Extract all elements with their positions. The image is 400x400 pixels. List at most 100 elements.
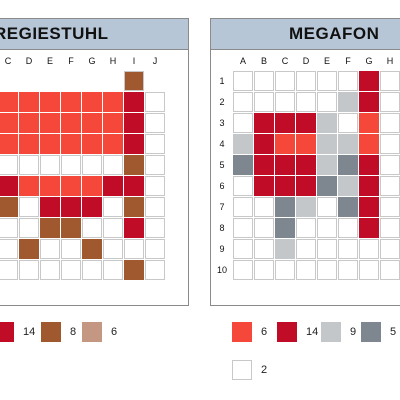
grid-cell bbox=[0, 155, 18, 175]
grid-cell bbox=[317, 176, 337, 196]
column-label: E bbox=[46, 56, 53, 66]
grid-cell bbox=[233, 155, 253, 175]
grid-cell bbox=[0, 218, 18, 238]
grid-cell bbox=[145, 92, 165, 112]
puzzle-header: REGIESTUHL bbox=[0, 19, 188, 50]
grid-cell bbox=[0, 92, 18, 112]
color-count: 14 bbox=[306, 326, 319, 338]
legend-item: 8 bbox=[41, 322, 76, 342]
grid-cell bbox=[19, 113, 39, 133]
grid-cell bbox=[40, 113, 60, 133]
grid-cell bbox=[317, 155, 337, 175]
color-swatch bbox=[277, 322, 297, 342]
grid-cell bbox=[61, 113, 81, 133]
regiestuhl-puzzle-panel: REGIESTUHL C D E F G H I J bbox=[0, 18, 189, 306]
grid-cell bbox=[296, 113, 316, 133]
grid-cell bbox=[254, 155, 274, 175]
grid-cell bbox=[296, 176, 316, 196]
grid-cell bbox=[82, 260, 102, 280]
grid-cell bbox=[0, 197, 18, 217]
grid-cell bbox=[61, 218, 81, 238]
grid-cell bbox=[275, 176, 295, 196]
grid-cell bbox=[19, 176, 39, 196]
grid-cell bbox=[145, 155, 165, 175]
grid-cell bbox=[359, 197, 379, 217]
column-label: F bbox=[345, 56, 351, 66]
grid-cell bbox=[275, 113, 295, 133]
column-label: E bbox=[323, 56, 330, 66]
grid-cell bbox=[380, 71, 400, 91]
column-label: I bbox=[132, 56, 136, 66]
color-swatch bbox=[232, 360, 252, 380]
grid-cell bbox=[233, 176, 253, 196]
grid-cell bbox=[254, 239, 274, 259]
column-label: D bbox=[25, 56, 33, 66]
grid-cell bbox=[380, 134, 400, 154]
grid-cell bbox=[145, 197, 165, 217]
grid-cell bbox=[275, 134, 295, 154]
grid-cell bbox=[0, 176, 18, 196]
grid-cell bbox=[124, 155, 144, 175]
grid-cell bbox=[380, 239, 400, 259]
grid-cell bbox=[61, 155, 81, 175]
color-swatch bbox=[82, 322, 102, 342]
legend-item: 2 bbox=[232, 360, 267, 380]
grid-cell bbox=[0, 260, 18, 280]
grid-cell bbox=[145, 134, 165, 154]
grid-cell bbox=[82, 197, 102, 217]
grid-cell bbox=[233, 71, 253, 91]
grid-cell bbox=[19, 197, 39, 217]
grid-cell bbox=[103, 113, 123, 133]
grid-cell bbox=[40, 239, 60, 259]
grid-cell bbox=[317, 134, 337, 154]
legend-item: 5 bbox=[361, 322, 396, 342]
grid-cell bbox=[82, 239, 102, 259]
column-label: H bbox=[386, 56, 394, 66]
grid-cell bbox=[124, 113, 144, 133]
grid-cell bbox=[380, 218, 400, 238]
grid-cell bbox=[380, 197, 400, 217]
row-label: 2 bbox=[219, 97, 225, 107]
grid-cell bbox=[103, 197, 123, 217]
legend-item: 14 bbox=[277, 322, 318, 342]
grid-cell bbox=[40, 92, 60, 112]
puzzle-title: REGIESTUHL bbox=[0, 24, 109, 43]
grid-cell bbox=[82, 113, 102, 133]
grid-cell bbox=[145, 218, 165, 238]
grid-cell bbox=[254, 92, 274, 112]
column-label: G bbox=[365, 56, 373, 66]
grid-cell bbox=[254, 134, 274, 154]
grid-cell bbox=[19, 155, 39, 175]
grid-cell bbox=[61, 239, 81, 259]
row-label: 9 bbox=[219, 244, 225, 254]
grid-cell bbox=[275, 197, 295, 217]
grid-cell bbox=[275, 92, 295, 112]
grid-cell bbox=[275, 218, 295, 238]
row-label: 3 bbox=[219, 118, 225, 128]
color-count: 6 bbox=[261, 326, 268, 338]
grid-cell bbox=[19, 239, 39, 259]
grid-cell bbox=[296, 155, 316, 175]
grid-cell bbox=[233, 239, 253, 259]
grid-cell bbox=[233, 218, 253, 238]
column-label: D bbox=[302, 56, 310, 66]
grid-cell bbox=[61, 197, 81, 217]
color-count: 14 bbox=[23, 326, 36, 338]
grid-cell bbox=[317, 197, 337, 217]
grid-cell bbox=[233, 113, 253, 133]
column-label: G bbox=[88, 56, 96, 66]
row-label: 1 bbox=[219, 76, 225, 86]
grid-cell bbox=[338, 218, 358, 238]
grid-cell bbox=[380, 113, 400, 133]
grid-cell bbox=[61, 92, 81, 112]
grid-cell bbox=[0, 239, 18, 259]
column-label: C bbox=[281, 56, 289, 66]
puzzle-title: MEGAFON bbox=[289, 24, 380, 43]
grid-cell bbox=[82, 134, 102, 154]
grid-cell bbox=[380, 176, 400, 196]
grid-cell bbox=[359, 71, 379, 91]
megafon-puzzle-panel: MEGAFON A B C D E F G H 1 2 3 4 5 6 7 8 9 10 bbox=[210, 18, 400, 306]
grid-cell bbox=[40, 260, 60, 280]
grid-cell bbox=[380, 92, 400, 112]
grid-cell bbox=[317, 113, 337, 133]
